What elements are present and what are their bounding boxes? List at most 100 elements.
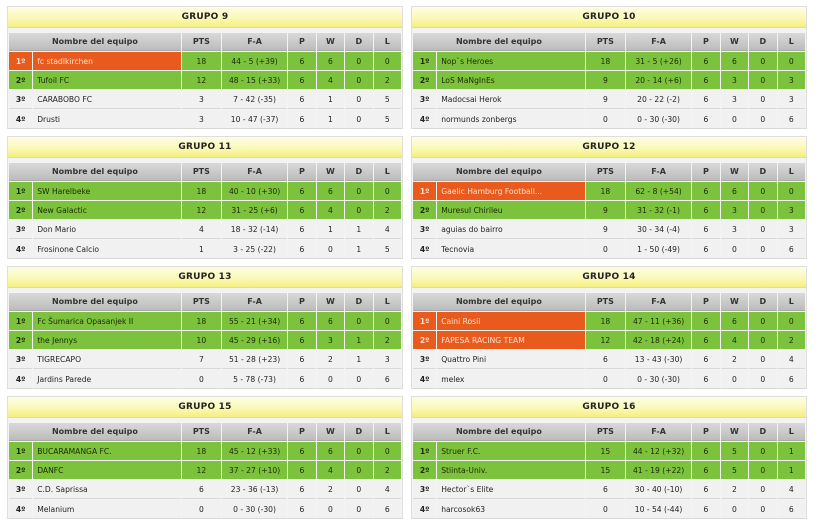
column-header-d[interactable]: D: [345, 293, 373, 311]
team-name-link[interactable]: LoS MaNgInEs: [437, 71, 585, 89]
column-header-d[interactable]: D: [749, 423, 777, 441]
team-name-link[interactable]: Drusti: [33, 110, 181, 129]
column-header-team[interactable]: Nombre del equipo: [413, 163, 585, 181]
column-header-l[interactable]: L: [777, 423, 805, 441]
column-header-d[interactable]: D: [345, 163, 373, 181]
team-name-link[interactable]: normunds zonbergs: [437, 110, 585, 129]
team-name-link[interactable]: aguias do bairro: [437, 220, 585, 239]
column-header-l[interactable]: L: [777, 163, 805, 181]
column-header-pts[interactable]: PTS: [181, 163, 221, 181]
column-header-w[interactable]: W: [720, 293, 749, 311]
column-header-fa[interactable]: F-A: [625, 423, 692, 441]
cell-pts: 9: [585, 90, 625, 109]
column-header-fa[interactable]: F-A: [625, 163, 692, 181]
column-header-team[interactable]: Nombre del equipo: [9, 163, 181, 181]
table-row: 2º New Galactic 12 31 - 25 (+6) 6 4 0 2: [9, 201, 401, 219]
team-name-link[interactable]: melex: [437, 370, 585, 389]
team-name-link[interactable]: New Galactic: [33, 201, 181, 219]
column-header-fa[interactable]: F-A: [221, 293, 288, 311]
table-row: 2º Stiinta-Univ. 15 41 - 19 (+22) 6 5 0 1: [413, 461, 805, 479]
column-header-p[interactable]: P: [288, 163, 316, 181]
team-name-link[interactable]: Stiinta-Univ.: [437, 461, 585, 479]
column-header-fa[interactable]: F-A: [221, 423, 288, 441]
team-name-link[interactable]: FAPESA RACING TEAM: [437, 331, 585, 349]
team-name-link[interactable]: Struer F.C.: [437, 442, 585, 460]
column-header-l[interactable]: L: [373, 163, 401, 181]
column-header-pts[interactable]: PTS: [585, 33, 625, 51]
column-header-p[interactable]: P: [692, 293, 720, 311]
column-header-p[interactable]: P: [288, 423, 316, 441]
column-header-w[interactable]: W: [720, 423, 749, 441]
column-header-p[interactable]: P: [288, 293, 316, 311]
team-name-link[interactable]: DANFC: [33, 461, 181, 479]
column-header-team[interactable]: Nombre del equipo: [9, 423, 181, 441]
column-header-l[interactable]: L: [777, 293, 805, 311]
team-name-link[interactable]: SW Harelbeke: [33, 182, 181, 200]
column-header-p[interactable]: P: [692, 423, 720, 441]
column-header-pts[interactable]: PTS: [181, 423, 221, 441]
team-name-link[interactable]: Muresul Chirileu: [437, 201, 585, 219]
team-name-link[interactable]: C.D. Saprissa: [33, 480, 181, 499]
column-header-w[interactable]: W: [316, 423, 345, 441]
cell-w: 4: [720, 331, 749, 349]
cell-d: 0: [749, 182, 777, 200]
team-name-link[interactable]: CARABOBO FC: [33, 90, 181, 109]
column-header-w[interactable]: W: [316, 293, 345, 311]
column-header-pts[interactable]: PTS: [181, 33, 221, 51]
column-header-w[interactable]: W: [720, 163, 749, 181]
column-header-l[interactable]: L: [373, 423, 401, 441]
column-header-p[interactable]: P: [288, 33, 316, 51]
column-header-d[interactable]: D: [749, 33, 777, 51]
column-header-d[interactable]: D: [749, 163, 777, 181]
column-header-fa[interactable]: F-A: [221, 163, 288, 181]
cell-l: 0: [777, 52, 805, 70]
cell-pts: 12: [181, 461, 221, 479]
column-header-fa[interactable]: F-A: [221, 33, 288, 51]
team-name-link[interactable]: BUCARAMANGA FC.: [33, 442, 181, 460]
column-header-w[interactable]: W: [720, 33, 749, 51]
column-header-pts[interactable]: PTS: [585, 423, 625, 441]
team-name-link[interactable]: Hector`s Elite: [437, 480, 585, 499]
column-header-team[interactable]: Nombre del equipo: [413, 423, 585, 441]
column-header-w[interactable]: W: [316, 33, 345, 51]
column-header-pts[interactable]: PTS: [585, 163, 625, 181]
column-header-team[interactable]: Nombre del equipo: [413, 293, 585, 311]
column-header-fa[interactable]: F-A: [625, 33, 692, 51]
team-name-link[interactable]: TIGRECAPO: [33, 350, 181, 369]
team-name-link[interactable]: Tufoil FC: [33, 71, 181, 89]
team-name-link[interactable]: Caini Rosii: [437, 312, 585, 330]
team-name-link[interactable]: the Jennys: [33, 331, 181, 349]
team-name-link[interactable]: Gaelic Hamburg Football...: [437, 182, 585, 200]
team-name-link[interactable]: harcosok63: [437, 500, 585, 519]
team-name-link[interactable]: Nop`s Heroes: [437, 52, 585, 70]
column-header-pts[interactable]: PTS: [585, 293, 625, 311]
team-name-link[interactable]: Quattro Pini: [437, 350, 585, 369]
column-header-d[interactable]: D: [345, 33, 373, 51]
cell-d: 1: [345, 331, 373, 349]
table-header-row: Nombre del equipo PTS F-A P W D L: [413, 293, 805, 311]
column-header-w[interactable]: W: [316, 163, 345, 181]
column-header-l[interactable]: L: [373, 293, 401, 311]
column-header-p[interactable]: P: [692, 33, 720, 51]
team-name-link[interactable]: Fc Šumarica Opasanjek II: [33, 312, 181, 330]
column-header-team[interactable]: Nombre del equipo: [9, 33, 181, 51]
column-header-pts[interactable]: PTS: [181, 293, 221, 311]
column-header-l[interactable]: L: [373, 33, 401, 51]
cell-fa: 44 - 5 (+39): [221, 52, 288, 70]
team-name-link[interactable]: Tecnovia: [437, 240, 585, 259]
column-header-d[interactable]: D: [749, 293, 777, 311]
column-header-p[interactable]: P: [692, 163, 720, 181]
team-name-link[interactable]: Melanium: [33, 500, 181, 519]
column-header-team[interactable]: Nombre del equipo: [9, 293, 181, 311]
column-header-fa[interactable]: F-A: [625, 293, 692, 311]
team-name-link[interactable]: Don Mario: [33, 220, 181, 239]
column-header-team[interactable]: Nombre del equipo: [413, 33, 585, 51]
team-name-link[interactable]: fc stadlkirchen: [33, 52, 181, 70]
column-header-l[interactable]: L: [777, 33, 805, 51]
cell-l: 3: [777, 90, 805, 109]
team-name-link[interactable]: Frosinone Calcio: [33, 240, 181, 259]
column-header-d[interactable]: D: [345, 423, 373, 441]
cell-fa: 1 - 50 (-49): [625, 240, 692, 259]
team-name-link[interactable]: Jardins Parede: [33, 370, 181, 389]
team-name-link[interactable]: Madocsai Herok: [437, 90, 585, 109]
